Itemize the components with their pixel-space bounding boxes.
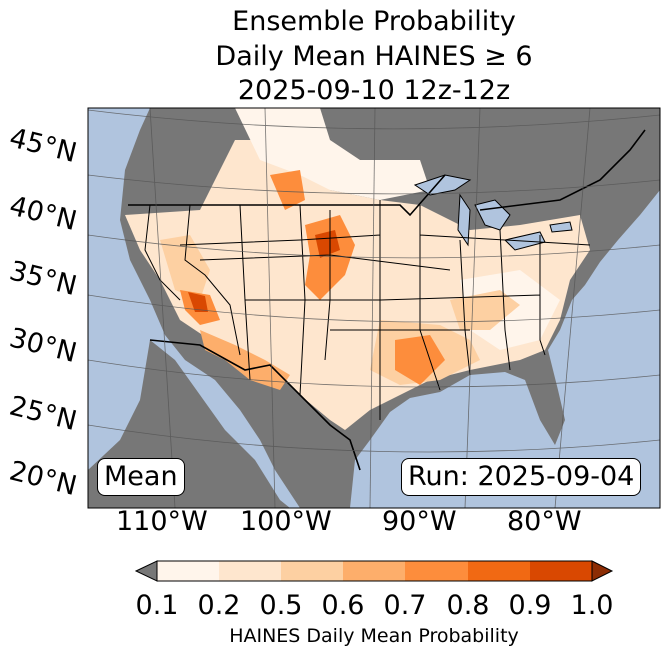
colorbar-bin-3 [281,561,343,581]
colorbar [134,560,614,582]
great-lakes [413,174,573,251]
colorbar-bin-6 [468,561,530,581]
title-line-3: 2025-09-10 12z-12z [237,75,511,106]
lon-label-80: 80°W [507,506,582,537]
colorbar-bin-1 [157,561,219,581]
colorbar-bin-7 [530,561,592,581]
colorbar-bin-4 [343,561,405,581]
prob-shade-lower [235,108,430,200]
country-border [128,129,646,471]
gridlines [88,108,660,508]
colorbar-bin-2 [219,561,281,581]
colorbar-label: HAINES Daily Mean Probability [229,625,519,647]
title-line-2: Daily Mean HAINES ≥ 6 [215,41,533,72]
lon-label-110: 110°W [116,506,208,537]
colorbar-tick-3: 0.6 [321,590,365,621]
run-label-box: Run: 2025-09-04 [401,458,642,496]
state-borders [144,200,591,420]
colorbar-bin-5 [405,561,468,581]
colorbar-tick-5: 0.8 [446,590,490,621]
prob-shade-high [180,170,445,385]
prob-shade-sw [200,330,290,390]
colorbar-under-arrow [134,560,158,582]
lon-label-100: 100°W [240,506,332,537]
colorbar-tick-6: 0.9 [508,590,552,621]
stat-label-box: Mean [97,458,185,496]
colorbar-tick-0: 0.1 [135,590,179,621]
colorbar-tick-2: 0.5 [259,590,303,621]
lon-label-90: 90°W [382,506,457,537]
title-line-1: Ensemble Probability [232,6,516,37]
colorbar-tick-7: 1.0 [570,590,614,621]
colorbar-over-arrow [591,560,614,582]
colorbar-tick-4: 0.7 [383,590,427,621]
colorbar-tick-1: 0.2 [197,590,241,621]
